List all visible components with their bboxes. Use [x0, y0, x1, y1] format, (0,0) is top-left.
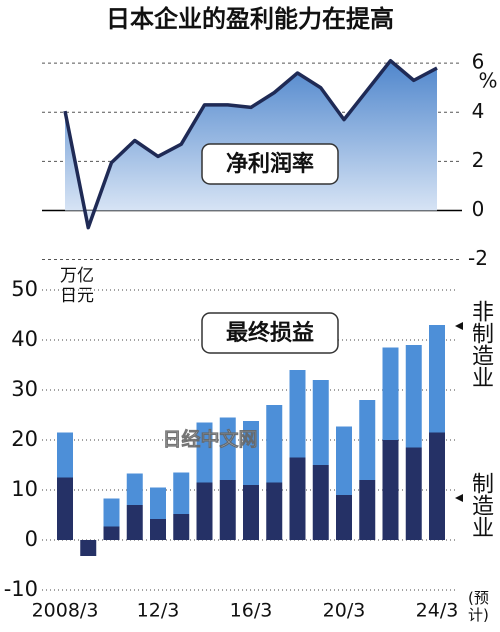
bar-segment [266, 482, 283, 540]
line [63, 58, 438, 230]
y-axis-unit: 万亿日元 [60, 266, 94, 306]
bar-segment [219, 417, 236, 480]
x-tick-label: 16/3 [230, 600, 273, 622]
y-tick-label: 50 [11, 277, 38, 301]
watermark: 日经中文网 [162, 428, 257, 451]
bar-segment [336, 495, 352, 540]
bar-segment [243, 485, 259, 540]
bar-segment [173, 514, 190, 540]
bar-segment [336, 426, 352, 495]
bar-segment [196, 422, 213, 483]
bar-segment [405, 345, 422, 448]
x-tick-label: 20/3 [323, 600, 366, 622]
y-tick-label: 4 [472, 99, 485, 123]
y-tick-label: 6 [472, 50, 485, 74]
bar-segment [382, 347, 399, 440]
bar-segment [405, 447, 422, 540]
x-tick-label: 12/3 [137, 600, 180, 622]
bar-segment [312, 380, 329, 465]
legend-label: 非制造业 [468, 300, 494, 388]
bar-segment [359, 480, 376, 540]
legend-marker [455, 494, 463, 502]
y-tick-label: 10 [11, 477, 38, 501]
label-box [201, 312, 339, 354]
bar-segment [219, 480, 236, 540]
bar-segment [57, 432, 73, 478]
bar-segment [359, 400, 376, 480]
bar-segment [382, 440, 399, 540]
bar-segment [243, 421, 259, 485]
bar-segment [126, 505, 143, 540]
bar-segment [429, 432, 445, 540]
panel-label: 净利润率 [226, 151, 314, 177]
bar-segment [103, 526, 120, 540]
legend-marker [455, 322, 463, 330]
y-tick-label: 30 [11, 377, 38, 401]
panel-label: 最终损益 [226, 320, 314, 346]
bar-segment [150, 519, 166, 540]
note: (预计) [468, 589, 489, 624]
y-tick-label: 20 [11, 427, 38, 451]
bar-segment [173, 472, 190, 514]
y-tick-label: -2 [468, 246, 488, 270]
x-tick-label: 2008/3 [32, 600, 99, 622]
bar-segment [196, 482, 213, 540]
legend-label: 制造业 [468, 472, 494, 538]
y-tick-label: 0 [25, 527, 38, 551]
x-tick-label: 24/3 [416, 600, 459, 622]
bar-segment [289, 457, 306, 540]
bar-segment [429, 325, 445, 433]
bar-segment [266, 405, 283, 483]
bar-segment [312, 465, 329, 540]
y-tick-label: 2 [472, 148, 485, 172]
bar-segment [103, 498, 120, 527]
bar-segment [150, 487, 166, 519]
y-tick-label: 0 [472, 197, 485, 221]
label-box [201, 143, 339, 185]
bar-segment [57, 477, 73, 540]
y-tick-label: -10 [4, 577, 38, 601]
bar-segment [126, 473, 143, 505]
chart-title: 日本企业的盈利能力在提高 [106, 5, 394, 33]
y-tick-label: 40 [11, 327, 38, 351]
bar-segment [289, 370, 306, 458]
bar-segment [80, 540, 97, 556]
unit-label: % [478, 69, 497, 93]
